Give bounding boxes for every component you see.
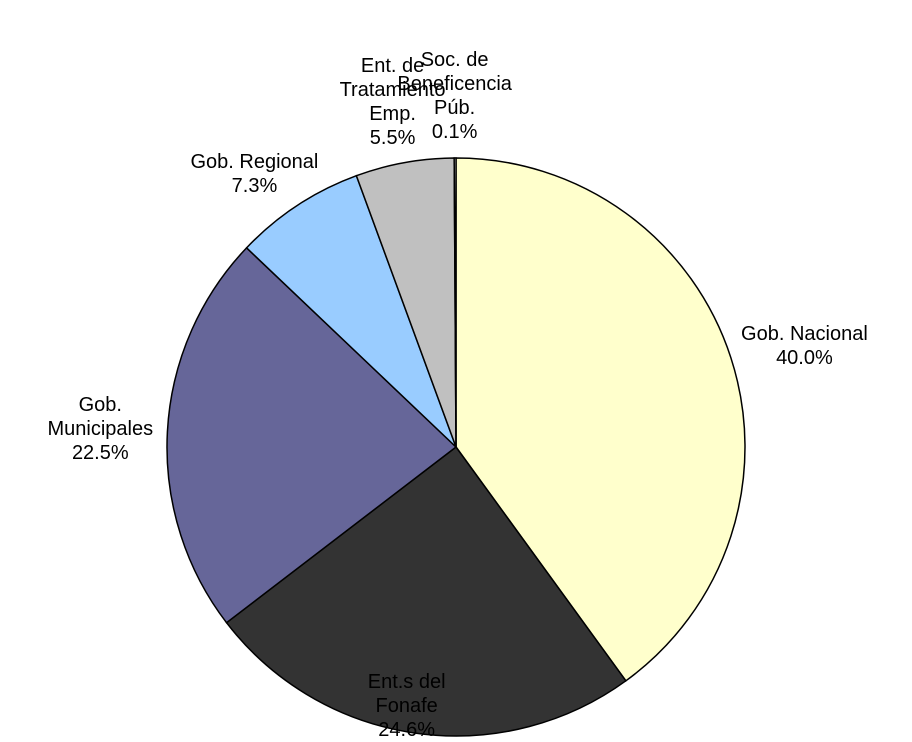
value-label: 0.1% [431, 121, 478, 143]
pie-slice [455, 157, 746, 682]
slice-label: Gob. Nacional 40.0% [741, 322, 868, 370]
category-name: Gob. Regional [190, 150, 319, 173]
value-label: 22.5% [71, 441, 129, 464]
slice-label: Gob. Municipales 22.5% [48, 393, 154, 465]
value-label: 5.5% [369, 126, 416, 149]
category-name: Ent. de Tratamiento Emp. [339, 54, 446, 125]
pie-slice [453, 157, 457, 448]
slice-label: Gob. Regional 7.3% [191, 150, 319, 198]
slice-label: Soc. de Beneficencia Púb. 0.1% [397, 48, 512, 144]
value-label: 40.0% [776, 346, 833, 369]
value-label: 24.6% [378, 719, 435, 741]
category-name: Gob. Municipales [47, 393, 154, 440]
pie-slice [225, 445, 627, 737]
slice-label: Ent.s del Fonafe 24.6% [368, 670, 446, 742]
value-label: 7.3% [231, 174, 278, 197]
category-name: Ent.s del Fonafe [367, 671, 446, 717]
category-name: Gob. Nacional [741, 322, 868, 345]
category-name: Soc. de Beneficencia Púb. [397, 49, 512, 119]
pie-slice [245, 174, 457, 448]
pie-slice [166, 246, 458, 624]
slice-label: Ent. de Tratamiento Emp. 5.5% [340, 54, 446, 150]
